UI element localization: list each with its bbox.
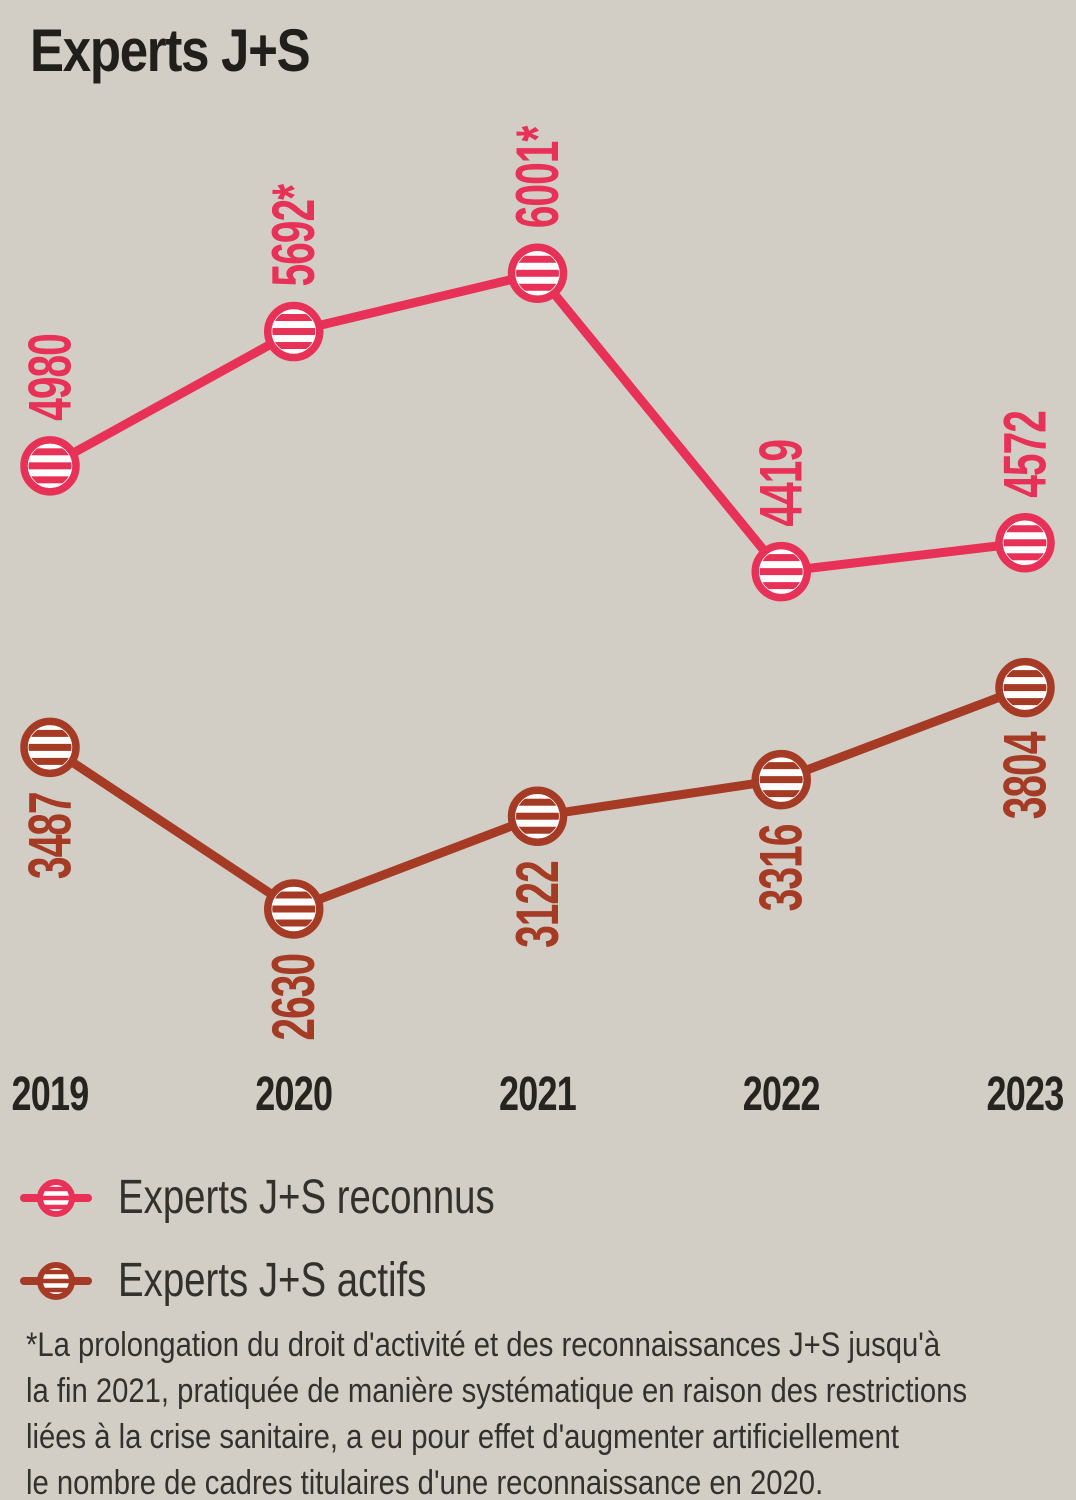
x-axis-label-2021: 2021 bbox=[499, 1067, 576, 1120]
experts-line-chart: 4980 5692* 6001* 4419 4572 3487 2630 3122 3316 38… bbox=[11, 126, 1064, 1120]
marker-actifs-2019: 3487 bbox=[17, 717, 84, 879]
value-label-reconnus-2021: 6001* bbox=[504, 126, 571, 229]
value-label-actifs-2022: 3316 bbox=[748, 825, 815, 912]
value-label-actifs-2023: 3804 bbox=[992, 731, 1059, 819]
value-label-actifs-2019: 3487 bbox=[17, 792, 84, 879]
marker-actifs-2023: 3804 bbox=[992, 657, 1059, 819]
marker-reconnus-2021: 6001* bbox=[504, 126, 571, 304]
x-axis-label-2023: 2023 bbox=[986, 1067, 1063, 1120]
reconnus-marker-icon bbox=[20, 1178, 92, 1217]
legend-item-reconnus: Experts J+S reconnus bbox=[20, 1170, 589, 1225]
value-label-reconnus-2020: 5692* bbox=[260, 184, 327, 287]
line-reconnus bbox=[47, 268, 1026, 577]
x-axis-label-2022: 2022 bbox=[743, 1067, 820, 1120]
value-label-actifs-2021: 3122 bbox=[504, 861, 571, 948]
marker-reconnus-2020: 5692* bbox=[260, 184, 327, 362]
marker-reconnus-2023: 4572 bbox=[992, 411, 1059, 573]
x-axis-label-2020: 2020 bbox=[255, 1067, 332, 1120]
marker-actifs-2020: 2630 bbox=[260, 879, 327, 1041]
legend-label-actifs: Experts J+S actifs bbox=[118, 1254, 427, 1307]
value-label-actifs-2020: 2630 bbox=[260, 954, 327, 1041]
marker-actifs-2021: 3122 bbox=[504, 786, 571, 948]
legend-item-actifs: Experts J+S actifs bbox=[20, 1253, 589, 1308]
footnote-text: *La prolongation du droit d'activité et … bbox=[26, 1326, 968, 1500]
legend-label-reconnus: Experts J+S reconnus bbox=[118, 1171, 495, 1224]
actifs-marker-icon bbox=[20, 1261, 92, 1300]
chart-title: Experts J+S bbox=[30, 17, 311, 84]
x-axis-label-2019: 2019 bbox=[11, 1067, 88, 1120]
legend: Experts J+S reconnus Experts J+S actifs bbox=[20, 1170, 589, 1308]
value-label-reconnus-2022: 4419 bbox=[748, 440, 815, 527]
marker-reconnus-2019: 4980 bbox=[17, 334, 84, 496]
marker-reconnus-2022: 4419 bbox=[748, 440, 815, 602]
value-label-reconnus-2019: 4980 bbox=[17, 334, 84, 421]
value-label-reconnus-2023: 4572 bbox=[992, 411, 1059, 498]
marker-actifs-2022: 3316 bbox=[748, 749, 815, 912]
